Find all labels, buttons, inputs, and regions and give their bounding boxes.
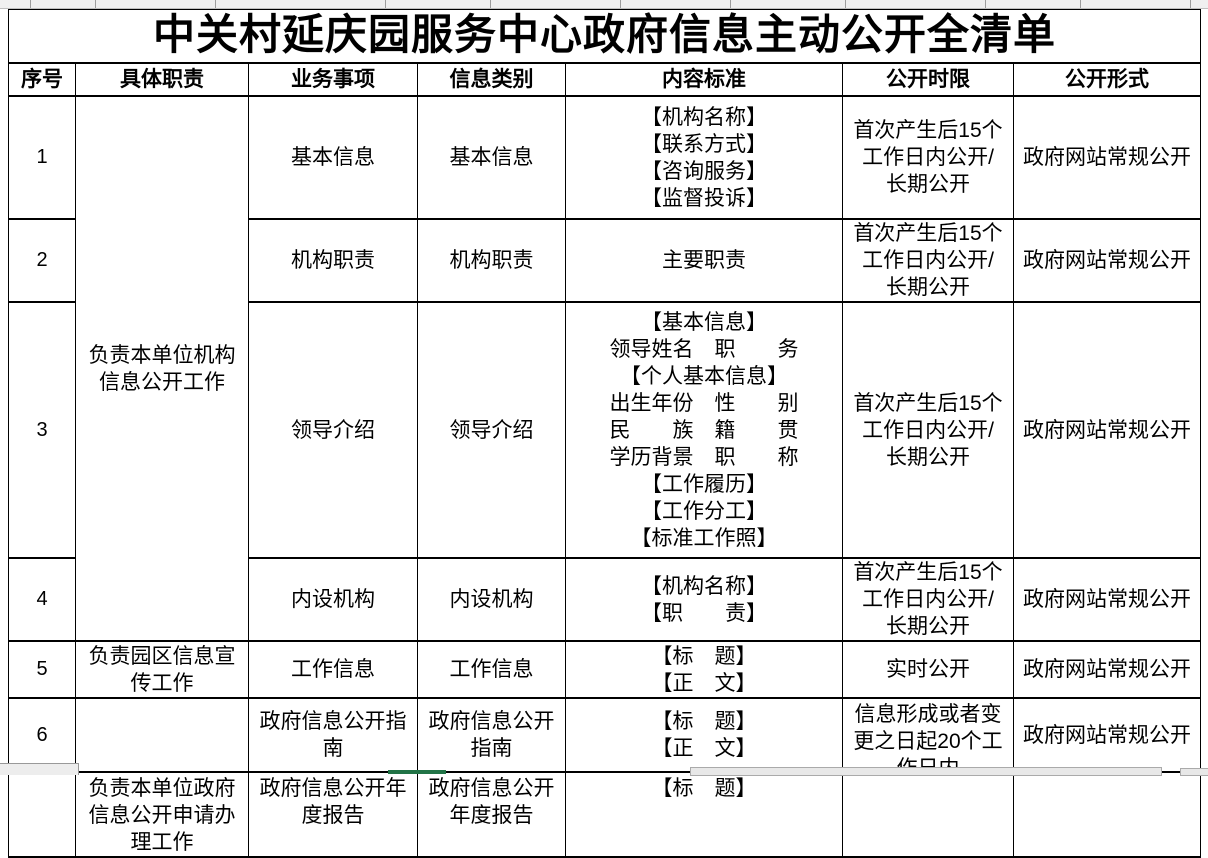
table-row: 4 内设机构 内设机构 【机构名称】 【职 责】 首次产生后15个 工作日内公开… xyxy=(8,557,1201,642)
cell-form: 政府网站常规公开 xyxy=(1013,218,1201,303)
col-duty: 具体职责 xyxy=(75,62,249,97)
cell-form: 政府网站常规公开 xyxy=(1013,301,1201,559)
cell-duty: 负责园区信息宣 传工作 xyxy=(75,640,249,699)
cell-content-standard: 【标 题】 【正 文】 xyxy=(565,640,843,699)
grid-separator xyxy=(215,0,216,8)
cell-business-item: 基本信息 xyxy=(248,95,418,220)
col-deadline: 公开时限 xyxy=(842,62,1014,97)
grid-separator xyxy=(620,0,621,8)
cell-form xyxy=(1013,771,1201,858)
spreadsheet-row-strip xyxy=(0,0,1208,9)
table-row: 5 负责园区信息宣 传工作 工作信息 工作信息 【标 题】 【正 文】 实时公开… xyxy=(8,640,1201,699)
cell-form: 政府网站常规公开 xyxy=(1013,95,1201,220)
cell-serial: 1 xyxy=(8,95,76,220)
cell-deadline: 首次产生后15个 工作日内公开/ 长期公开 xyxy=(842,218,1014,303)
grid-separator xyxy=(385,0,386,8)
cell-deadline: 首次产生后15个 工作日内公开/ 长期公开 xyxy=(842,301,1014,559)
cell-form: 政府网站常规公开 xyxy=(1013,640,1201,699)
cell-serial: 6 xyxy=(8,697,76,773)
sheet-corner-block xyxy=(0,763,79,775)
col-serial: 序号 xyxy=(8,62,76,97)
cell-business-item: 工作信息 xyxy=(248,640,418,699)
cell-business-item: 领导介绍 xyxy=(248,301,418,559)
cell-info-category: 机构职责 xyxy=(417,218,566,303)
cell-duty: 负责本单位机构 信息公开工作 xyxy=(75,95,249,642)
disclosure-table: 中关村延庆园服务中心政府信息主动公开全清单 序号 具体职责 业务事项 信息类别 … xyxy=(8,8,1201,858)
cell-form: 政府网站常规公开 xyxy=(1013,697,1201,773)
sheet-tab-fragment[interactable] xyxy=(388,770,446,774)
cell-serial xyxy=(8,771,76,858)
cell-form: 政府网站常规公开 xyxy=(1013,557,1201,642)
table-row: 3 领导介绍 领导介绍 【基本信息】 领导姓名 职 务 【个人基本信息】 出生年… xyxy=(8,301,1201,559)
grid-separator xyxy=(1190,0,1191,8)
title-row: 中关村延庆园服务中心政府信息主动公开全清单 xyxy=(8,8,1201,64)
page-title: 中关村延庆园服务中心政府信息主动公开全清单 xyxy=(8,8,1201,64)
cell-business-item: 内设机构 xyxy=(248,557,418,642)
cell-content-standard: 【标 题】 【正 文】 xyxy=(565,697,843,773)
horizontal-scrollbar[interactable] xyxy=(690,767,1162,776)
cell-business-item: 政府信息公开年度报告 xyxy=(248,771,418,858)
cell-deadline: 实时公开 xyxy=(842,640,1014,699)
cell-info-category: 工作信息 xyxy=(417,640,566,699)
cell-deadline: 信息形成或者变 更之日起20个工 作日内 xyxy=(842,697,1014,773)
cell-serial: 2 xyxy=(8,218,76,303)
grid-separator xyxy=(1080,0,1081,8)
table-row: 6 政府信息公开指 南 政府信息公开 指南 【标 题】 【正 文】 信息形成或者… xyxy=(8,697,1201,773)
cell-content-standard: 【机构名称】 【职 责】 xyxy=(565,557,843,642)
grid-separator xyxy=(845,0,846,8)
cell-deadline xyxy=(842,771,1014,858)
col-category: 信息类别 xyxy=(417,62,566,97)
cell-content-standard: 【标 题】 xyxy=(565,771,843,858)
table-row: 2 机构职责 机构职责 主要职责 首次产生后15个 工作日内公开/ 长期公开 政… xyxy=(8,218,1201,303)
cell-info-category: 政府信息公开 指南 xyxy=(417,697,566,773)
col-item: 业务事项 xyxy=(248,62,418,97)
scrollbar-end-block[interactable] xyxy=(1180,768,1208,776)
cell-deadline: 首次产生后15个 工作日内公开/ 长期公开 xyxy=(842,557,1014,642)
cell-content-standard: 主要职责 xyxy=(565,218,843,303)
col-form: 公开形式 xyxy=(1013,62,1201,97)
cell-info-category: 基本信息 xyxy=(417,95,566,220)
cell-deadline: 首次产生后15个 工作日内公开/ 长期公开 xyxy=(842,95,1014,220)
cell-serial: 3 xyxy=(8,301,76,559)
cell-info-category: 内设机构 xyxy=(417,557,566,642)
cell-info-category: 政府信息公开年度报告 xyxy=(417,771,566,858)
table-row-clipped: 负责本单位政府信息公开申请办理工作 政府信息公开年度报告 政府信息公开年度报告 … xyxy=(8,771,1201,858)
cell-serial: 4 xyxy=(8,557,76,642)
cell-content-standard: 【机构名称】 【联系方式】 【咨询服务】 【监督投诉】 xyxy=(565,95,843,220)
cell-business-item: 政府信息公开指 南 xyxy=(248,697,418,773)
grid-separator xyxy=(30,0,31,8)
cell-duty: 负责本单位政府信息公开申请办理工作 xyxy=(75,771,249,858)
header-row: 序号 具体职责 业务事项 信息类别 内容标准 公开时限 公开形式 xyxy=(8,62,1201,97)
grid-separator xyxy=(985,0,986,8)
col-content: 内容标准 xyxy=(565,62,843,97)
cell-info-category: 领导介绍 xyxy=(417,301,566,559)
cell-business-item: 机构职责 xyxy=(248,218,418,303)
grid-separator xyxy=(490,0,491,8)
grid-separator xyxy=(730,0,731,8)
grid-separator xyxy=(95,0,96,8)
cell-serial: 5 xyxy=(8,640,76,699)
table-row: 1 负责本单位机构 信息公开工作 基本信息 基本信息 【机构名称】 【联系方式】… xyxy=(8,95,1201,642)
cell-content-standard: 【基本信息】 领导姓名 职 务 【个人基本信息】 出生年份 性 别 民 族 籍 … xyxy=(565,301,843,559)
cell-duty xyxy=(75,697,249,773)
